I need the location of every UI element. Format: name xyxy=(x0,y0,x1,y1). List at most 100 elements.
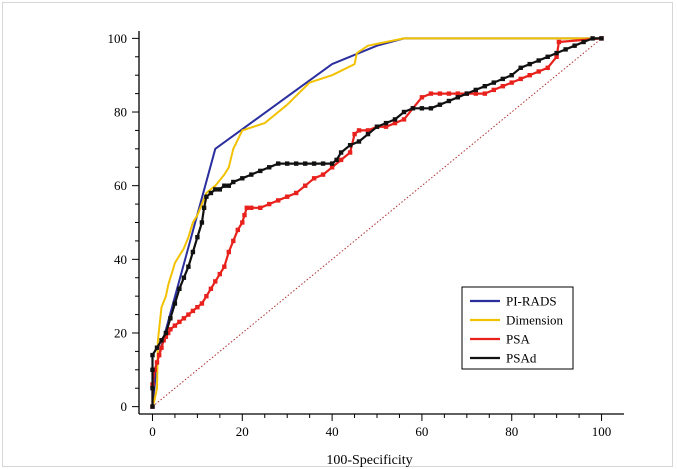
data-point-psad xyxy=(294,161,299,166)
data-point-psad xyxy=(599,36,604,41)
data-point-psad xyxy=(150,386,155,391)
series-group xyxy=(150,36,604,409)
data-point-psa xyxy=(437,91,443,96)
data-point-psa xyxy=(190,308,196,314)
data-point-psad xyxy=(249,172,254,177)
data-point-psad xyxy=(581,39,586,45)
data-point-psa xyxy=(392,120,398,126)
data-point-psad xyxy=(320,161,326,166)
data-point-psad xyxy=(500,76,505,82)
legend-item-pi-rads: PI-RADS xyxy=(470,294,557,309)
data-point-psad xyxy=(226,183,231,188)
data-point-psad xyxy=(482,84,487,89)
data-point-psad xyxy=(267,165,272,170)
data-point-psa xyxy=(419,95,425,100)
data-point-psa xyxy=(303,183,308,188)
data-point-psa xyxy=(267,201,272,207)
data-point-psa xyxy=(383,124,389,129)
data-point-psad xyxy=(181,275,187,280)
data-point-psa xyxy=(177,319,182,325)
data-point-psad xyxy=(240,176,245,181)
data-point-psad xyxy=(545,54,550,59)
data-point-psa xyxy=(473,91,478,96)
data-point-psad xyxy=(410,106,416,111)
data-point-psad xyxy=(159,338,164,343)
legend-label: PI-RADS xyxy=(506,294,557,309)
roc-chart: 0 20 40 60 80 100 0 20 40 60 80 100 100-Specificity… xyxy=(108,31,624,468)
data-point-psad xyxy=(213,187,218,192)
data-point-psa xyxy=(329,165,335,170)
x-tick-label: 60 xyxy=(415,424,428,439)
x-tick-label: 100 xyxy=(592,424,612,439)
data-point-psad xyxy=(172,301,178,306)
data-point-psad xyxy=(231,179,236,185)
data-point-psad xyxy=(163,330,169,336)
data-point-psad xyxy=(374,124,380,129)
data-point-psa xyxy=(159,345,164,350)
data-point-psa xyxy=(163,334,169,339)
data-point-psa xyxy=(518,76,523,82)
data-point-psa xyxy=(217,271,222,277)
data-point-psad xyxy=(334,157,339,163)
x-tick-label: 80 xyxy=(505,424,518,439)
data-point-psa xyxy=(509,80,514,85)
data-point-psa xyxy=(455,91,460,96)
data-point-psad xyxy=(285,161,290,166)
data-point-psad xyxy=(204,194,209,199)
data-point-psad xyxy=(554,50,559,56)
data-point-psad xyxy=(383,120,389,126)
data-point-psa xyxy=(249,205,254,210)
y-tick-label: 100 xyxy=(108,31,128,46)
data-point-psad xyxy=(338,150,344,155)
data-point-psad xyxy=(201,205,207,210)
data-point-psad xyxy=(347,143,353,148)
data-point-psa xyxy=(240,220,245,225)
series-dimension xyxy=(151,37,602,407)
data-point-psa xyxy=(231,238,236,244)
data-point-psa xyxy=(181,316,187,321)
data-point-psad xyxy=(154,345,160,350)
data-point-psa xyxy=(258,205,263,210)
x-tick-label: 0 xyxy=(149,424,156,439)
legend-item-psa: PSA xyxy=(470,332,530,347)
y-tick-label: 20 xyxy=(114,325,127,340)
series-psad xyxy=(150,36,604,409)
data-point-psa xyxy=(213,279,218,284)
data-point-psad xyxy=(392,117,398,122)
data-point-psad xyxy=(464,91,469,96)
data-point-psa xyxy=(545,65,550,70)
data-point-psa xyxy=(199,301,205,306)
x-axis-title: 100-Specificity xyxy=(326,453,412,468)
data-point-psa xyxy=(554,54,559,59)
data-point-psa xyxy=(244,205,249,210)
data-point-psad xyxy=(365,131,371,137)
data-point-psad xyxy=(150,352,155,358)
data-point-psa xyxy=(320,172,326,177)
data-point-psa xyxy=(168,327,173,332)
data-point-psad xyxy=(329,161,335,166)
data-point-psad xyxy=(258,168,263,174)
y-tick-label: 0 xyxy=(121,399,128,414)
data-point-psa xyxy=(365,128,371,133)
legend: PI-RADS Dimension PSA PSAd xyxy=(461,286,574,370)
data-point-psad xyxy=(428,106,434,111)
data-point-psa xyxy=(356,128,362,133)
data-point-psa xyxy=(347,150,353,155)
data-point-psa xyxy=(222,264,227,269)
data-point-psad xyxy=(437,102,443,107)
data-point-psad xyxy=(177,286,182,291)
ticks: 0 20 40 60 80 100 0 20 40 60 80 100 xyxy=(108,31,612,439)
data-point-psa xyxy=(446,91,452,96)
data-point-psa xyxy=(491,87,496,93)
legend-label: PSA xyxy=(506,332,530,347)
data-point-psad xyxy=(199,220,205,225)
data-point-psad xyxy=(208,190,214,196)
data-point-psad xyxy=(217,187,222,192)
legend-item-dimension: Dimension xyxy=(470,313,564,328)
data-point-psad xyxy=(276,161,281,166)
data-point-psad xyxy=(150,404,155,409)
data-point-psad xyxy=(401,109,407,115)
data-point-psa xyxy=(157,352,162,358)
data-point-psa xyxy=(401,117,407,122)
